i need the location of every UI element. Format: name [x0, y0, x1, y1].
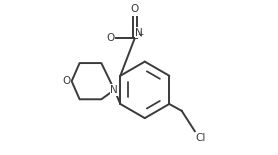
Text: +: +	[137, 30, 143, 39]
Text: O: O	[131, 4, 139, 14]
Text: N: N	[110, 85, 118, 95]
Text: O: O	[62, 76, 70, 86]
Text: Cl: Cl	[195, 133, 206, 143]
Text: −: −	[105, 30, 113, 40]
Text: N: N	[135, 28, 143, 38]
Text: O: O	[106, 33, 114, 43]
